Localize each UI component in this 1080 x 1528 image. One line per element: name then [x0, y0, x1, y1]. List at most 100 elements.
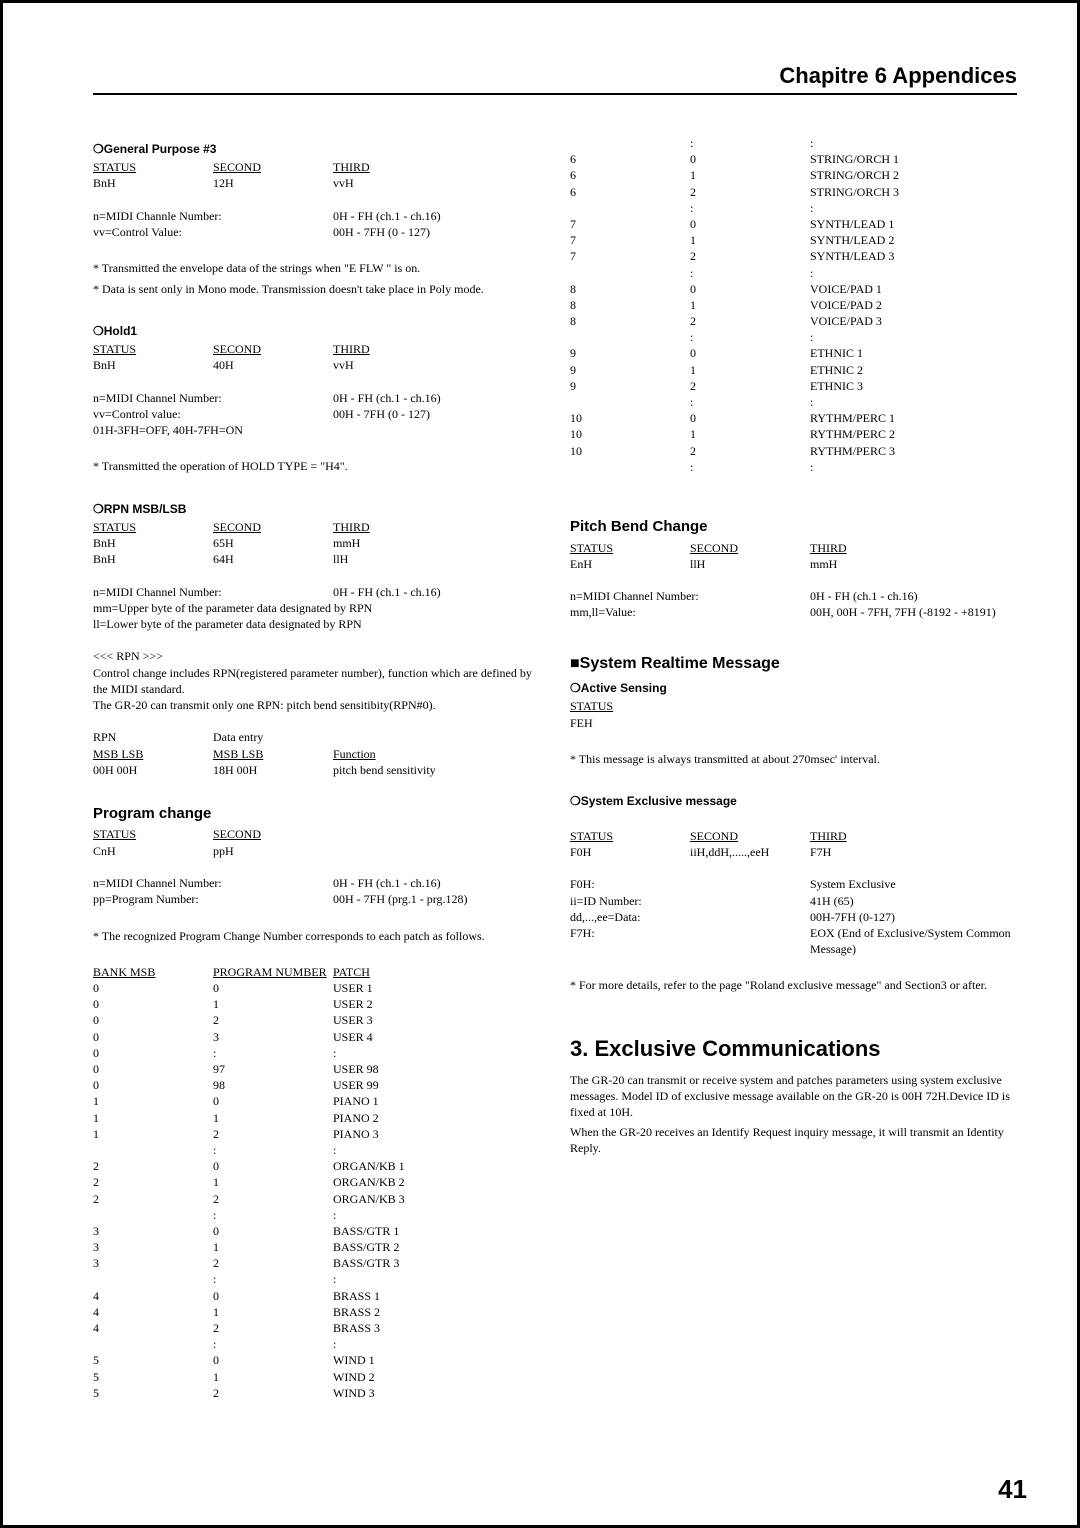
rpn-head: <<< RPN >>>	[93, 648, 540, 664]
cell	[570, 265, 690, 281]
cell: 2	[93, 1158, 213, 1174]
cell: 12H	[213, 175, 333, 191]
cell: :	[213, 1271, 333, 1287]
cell: EnH	[570, 556, 690, 572]
value: 0H - FH (ch.1 - ch.16)	[333, 208, 540, 224]
cell: ORGAN/KB 1	[333, 1158, 540, 1174]
cell: :	[810, 459, 1017, 475]
cell: 7	[570, 248, 690, 264]
cell: BASS/GTR 2	[333, 1239, 540, 1255]
cell: 0	[93, 1061, 213, 1077]
cell: BRASS 2	[333, 1304, 540, 1320]
cell: 7	[570, 216, 690, 232]
cell: 2	[690, 313, 810, 329]
cell: 8	[570, 313, 690, 329]
cell: RYTHM/PERC 2	[810, 426, 1017, 442]
cell: 1	[213, 1110, 333, 1126]
cell: 0	[213, 1288, 333, 1304]
cell: BnH	[93, 551, 213, 567]
exc-p1: The GR-20 can transmit or receive system…	[570, 1072, 1017, 1121]
cell: pitch bend sensitivity	[333, 762, 540, 778]
cell: :	[213, 1336, 333, 1352]
value: 00H - 7FH (0 - 127)	[333, 224, 540, 240]
cell: 65H	[213, 535, 333, 551]
page-number: 41	[998, 1474, 1027, 1505]
cell: F0H	[570, 844, 690, 860]
cell: ORGAN/KB 3	[333, 1191, 540, 1207]
value: System Exclusive	[810, 876, 1017, 892]
rpn-title: ❍RPN MSB/LSB	[93, 501, 540, 517]
cell: 2	[690, 184, 810, 200]
value: 0H - FH (ch.1 - ch.16)	[810, 588, 1017, 604]
cell: 2	[93, 1174, 213, 1190]
cell: 2	[690, 248, 810, 264]
hdr: SECOND	[213, 159, 333, 175]
cell: Function	[333, 746, 540, 762]
hdr	[333, 729, 540, 745]
cell: 6	[570, 151, 690, 167]
left-column: ❍General Purpose #3 STATUS SECOND THIRD …	[93, 135, 540, 1401]
cell: 2	[690, 378, 810, 394]
cell: BnH	[93, 357, 213, 373]
note: * The recognized Program Change Number c…	[93, 928, 540, 944]
cell: 5	[93, 1369, 213, 1385]
cell: ppH	[213, 843, 333, 859]
label: F0H:	[570, 876, 810, 892]
cell: 0	[213, 1158, 333, 1174]
hdr: STATUS	[570, 828, 690, 844]
cell: 0	[690, 410, 810, 426]
cell: BRASS 1	[333, 1288, 540, 1304]
cell: STRING/ORCH 2	[810, 167, 1017, 183]
cell: 2	[213, 1126, 333, 1142]
label: vv=Control Value:	[93, 224, 333, 240]
cell: ETHNIC 1	[810, 345, 1017, 361]
cell	[93, 1142, 213, 1158]
label: F7H:	[570, 925, 810, 957]
cell: 0	[93, 996, 213, 1012]
value: 00H, 00H - 7FH, 7FH (-8192 - +8191)	[810, 604, 1017, 620]
cell: 9	[570, 378, 690, 394]
label: n=MIDI Channel Number:	[93, 584, 333, 600]
cell: 1	[213, 1239, 333, 1255]
value: EOX (End of Exclusive/System Common Mess…	[810, 925, 1017, 957]
cell: 7	[570, 232, 690, 248]
cell: WIND 2	[333, 1369, 540, 1385]
cell: 0	[213, 980, 333, 996]
hdr: STATUS	[93, 159, 213, 175]
cell: PIANO 1	[333, 1093, 540, 1109]
cell: :	[690, 459, 810, 475]
hdr: THIRD	[333, 341, 540, 357]
cell: vvH	[333, 175, 540, 191]
cell: 1	[93, 1126, 213, 1142]
cell: :	[690, 200, 810, 216]
cell: 4	[93, 1320, 213, 1336]
cell: 18H 00H	[213, 762, 333, 778]
cell: 0	[93, 980, 213, 996]
cell: USER 2	[333, 996, 540, 1012]
cell: USER 4	[333, 1029, 540, 1045]
cell: ETHNIC 3	[810, 378, 1017, 394]
cell: 1	[93, 1110, 213, 1126]
cell: 10	[570, 426, 690, 442]
cell: MSB LSB	[213, 746, 333, 762]
srt-title: ■System Realtime Message	[570, 653, 1017, 675]
cell: 3	[93, 1239, 213, 1255]
cell: 1	[213, 996, 333, 1012]
cell: :	[810, 135, 1017, 151]
cell: RYTHM/PERC 1	[810, 410, 1017, 426]
hdr: SECOND	[690, 828, 810, 844]
cell: mmH	[333, 535, 540, 551]
cell: 2	[213, 1012, 333, 1028]
cell: :	[810, 329, 1017, 345]
hdr: THIRD	[810, 540, 1017, 556]
label: vv=Control value:	[93, 406, 333, 422]
cell: 6	[570, 167, 690, 183]
cell: ETHNIC 2	[810, 362, 1017, 378]
cell: 98	[213, 1077, 333, 1093]
cell: 64H	[213, 551, 333, 567]
cell: 2	[213, 1255, 333, 1271]
cell: 2	[690, 443, 810, 459]
hdr: STATUS	[570, 698, 1017, 714]
cell: 5	[93, 1385, 213, 1401]
cell: :	[213, 1207, 333, 1223]
